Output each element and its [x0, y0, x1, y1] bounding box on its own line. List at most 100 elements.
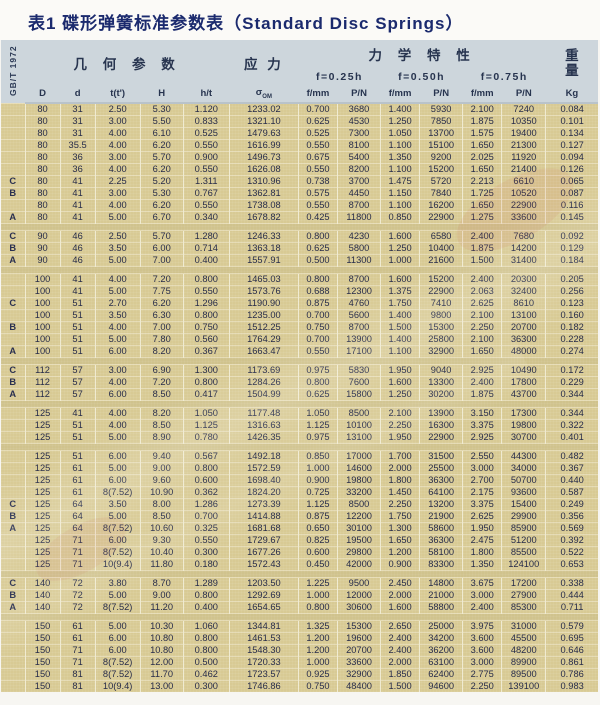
value-cell: 1626.08 — [228, 163, 299, 176]
value-cell: 2.625 — [462, 510, 502, 523]
series-label-cell — [1, 558, 26, 571]
table-row: 125 71 6.00 9.30 0.550 1729.67 0.825 19500 1.650… — [1, 534, 598, 547]
value-cell: 0.738 — [297, 175, 338, 188]
table-row: 125 61 5.00 9.00 0.800 1572.59 1.000 14600 2.000… — [1, 462, 598, 475]
value-cell: 46 — [59, 254, 96, 267]
header-weight-char2: 量 — [565, 62, 579, 78]
value-cell: 1.050 — [380, 127, 420, 140]
value-cell: 0.300 — [182, 546, 230, 559]
value-cell: 33600 — [501, 211, 546, 224]
series-label-cell — [1, 419, 26, 432]
value-cell: 11300 — [336, 254, 381, 267]
value-cell: 4.00 — [94, 407, 141, 420]
value-cell: 0.800 — [297, 230, 338, 243]
value-cell: 3.600 — [462, 632, 502, 645]
value-cell: 80 — [24, 211, 61, 224]
table-row: 80 31 2.50 5.30 1.120 1233.02 0.700 3680 1.400 59… — [1, 102, 598, 116]
header-weight: 重 量 — [545, 40, 598, 85]
value-cell: 22900 — [419, 211, 463, 224]
value-cell: 0.182 — [545, 321, 598, 334]
value-cell: 5.00 — [94, 620, 141, 633]
value-cell: 29900 — [501, 510, 546, 523]
spacer-cell — [1, 223, 598, 231]
value-cell: 7600 — [336, 376, 381, 389]
value-cell: 20700 — [336, 644, 381, 657]
value-cell: 0.550 — [297, 345, 338, 358]
value-cell: 10520 — [501, 187, 546, 200]
value-cell: 36300 — [419, 534, 463, 547]
table-row: 150 71 6.00 10.80 0.800 1548.30 1.200 20700 2.40… — [1, 644, 598, 657]
value-cell: 0.800 — [182, 376, 230, 389]
value-cell: 1.100 — [380, 199, 420, 212]
value-cell: 13900 — [336, 333, 381, 346]
series-label-cell — [1, 199, 26, 212]
value-cell: 33600 — [336, 656, 381, 669]
value-cell: 32900 — [419, 345, 463, 358]
value-cell: 15200 — [419, 273, 463, 286]
value-cell: 30700 — [501, 431, 546, 444]
value-cell: 7.80 — [139, 333, 184, 346]
value-cell: 140 — [24, 577, 61, 590]
value-cell: 2.000 — [380, 589, 420, 602]
value-cell: 0.127 — [545, 139, 598, 152]
value-cell: 125 — [24, 558, 61, 571]
value-cell: 112 — [24, 364, 61, 377]
value-cell: 9.00 — [139, 589, 184, 602]
value-cell: 1572.59 — [228, 462, 299, 475]
value-cell: 16300 — [419, 419, 463, 432]
value-cell: 1177.48 — [228, 407, 299, 420]
value-cell: 150 — [24, 680, 61, 692]
value-cell: 41 — [59, 199, 96, 212]
group-spacer-row — [1, 223, 598, 231]
value-cell: 9500 — [336, 577, 381, 590]
value-cell: 0.550 — [182, 534, 230, 547]
value-cell: 2.250 — [380, 419, 420, 432]
value-cell: 1.200 — [380, 546, 420, 559]
col-P1: P/N — [337, 85, 381, 104]
value-cell: 125 — [24, 474, 61, 487]
value-cell: 7410 — [419, 297, 463, 310]
value-cell: 61 — [59, 632, 96, 645]
value-cell: 1663.47 — [228, 345, 299, 358]
value-cell: 51 — [59, 345, 96, 358]
value-cell: 63100 — [419, 656, 463, 669]
series-label-cell — [1, 450, 26, 463]
value-cell: 1344.81 — [228, 620, 299, 633]
value-cell: 43700 — [501, 388, 546, 401]
value-cell: 2.400 — [462, 601, 502, 614]
value-cell: 1492.18 — [228, 450, 299, 463]
value-cell: 30200 — [419, 388, 463, 401]
sigma-symbol: σ — [255, 87, 263, 99]
value-cell: 15100 — [419, 139, 463, 152]
value-cell: 35.5 — [59, 139, 96, 152]
table-row: C 112 57 3.00 6.90 1.300 1173.69 0.975 5830 1.950… — [1, 364, 598, 377]
value-cell: 1.950 — [380, 364, 420, 377]
value-cell: 0.400 — [182, 601, 230, 614]
value-cell: 4.00 — [94, 163, 141, 176]
value-cell: 6.00 — [94, 644, 141, 657]
value-cell: 8(7.52) — [94, 668, 141, 681]
value-cell: 0.925 — [297, 668, 338, 681]
value-cell: 1.289 — [182, 577, 230, 590]
value-cell: 10350 — [501, 115, 546, 128]
value-cell: 81 — [59, 680, 96, 692]
value-cell: 125 — [24, 534, 61, 547]
value-cell: 1.275 — [462, 211, 502, 224]
value-cell: 112 — [24, 376, 61, 389]
page-title: 表1 碟形弹簧标准参数表（Standard Disc Springs） — [28, 14, 464, 33]
value-cell: 0.256 — [545, 285, 598, 298]
value-cell: 3.00 — [94, 151, 141, 164]
value-cell: 71 — [59, 644, 96, 657]
value-cell: 5.70 — [139, 230, 184, 243]
value-cell: 1.280 — [182, 230, 230, 243]
value-cell: 1.125 — [297, 419, 338, 432]
value-cell: 21900 — [419, 510, 463, 523]
value-cell: 41 — [59, 407, 96, 420]
value-cell: 8.20 — [139, 345, 184, 358]
table-row: 150 71 8(7.52) 12.00 0.500 1720.33 1.000 33600 2… — [1, 656, 598, 669]
value-cell: 1.000 — [297, 462, 338, 475]
value-cell: 10.60 — [139, 522, 184, 535]
value-cell: 0.249 — [545, 498, 598, 511]
value-cell: 4530 — [336, 115, 381, 128]
value-cell: 0.172 — [545, 364, 598, 377]
